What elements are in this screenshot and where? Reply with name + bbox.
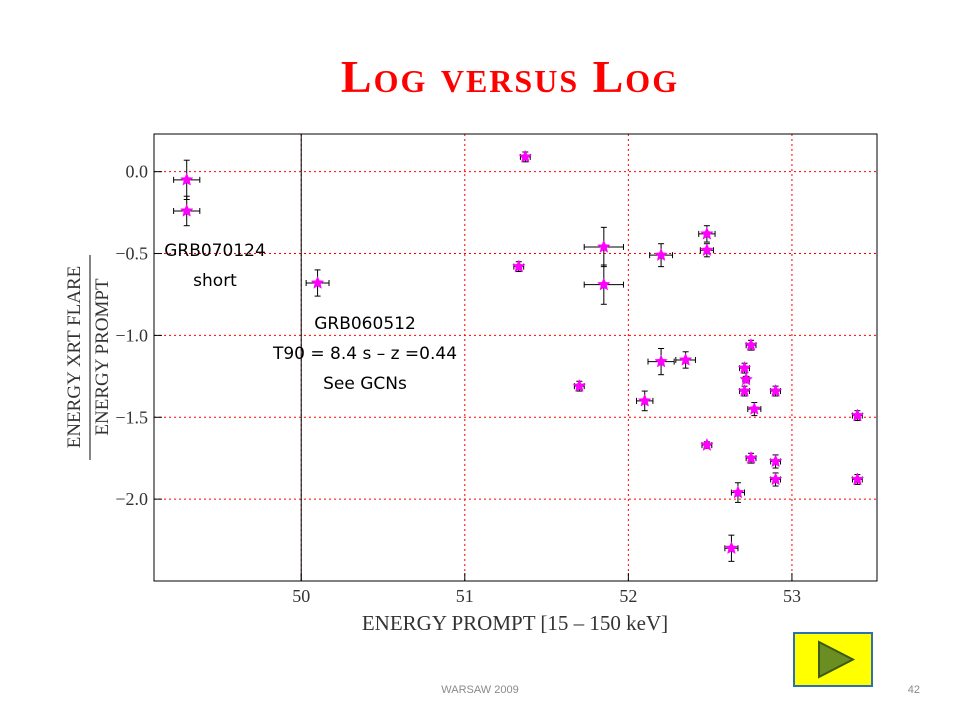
data-point xyxy=(724,534,739,562)
data-point xyxy=(173,159,201,200)
x-tick-label: 52 xyxy=(619,586,637,606)
data-point xyxy=(739,372,753,386)
annotation-grb070124-name: GRB070124 xyxy=(164,241,266,261)
data-point xyxy=(305,269,330,297)
data-point xyxy=(850,408,865,422)
y-tick-label: −2.0 xyxy=(115,489,148,509)
star-marker xyxy=(744,451,758,465)
data-point xyxy=(768,383,783,397)
play-forward-icon xyxy=(818,640,856,679)
data-point xyxy=(649,243,674,268)
star-marker xyxy=(700,226,714,240)
data-point xyxy=(518,149,533,163)
star-marker xyxy=(768,472,783,486)
grid-lines xyxy=(154,134,877,581)
data-point xyxy=(511,259,526,273)
play-button[interactable] xyxy=(793,632,873,687)
data-point xyxy=(744,338,758,352)
data-point xyxy=(768,454,783,469)
data-point xyxy=(675,351,696,369)
annotation-grb070124-note: short xyxy=(193,271,237,291)
page-number: 42 xyxy=(907,684,920,696)
data-point xyxy=(850,472,865,486)
star-marker xyxy=(654,354,668,368)
plot-frame xyxy=(153,133,878,582)
star-marker xyxy=(850,408,865,422)
star-marker xyxy=(179,172,194,186)
data-point xyxy=(583,226,624,268)
data-point xyxy=(700,437,714,451)
y-axis-label-numerator: ENERGY XRT FLARE xyxy=(64,266,85,449)
data-point xyxy=(768,472,783,487)
star-marker xyxy=(737,360,752,374)
y-axis-label: ENERGY XRT FLARE ENERGY PROMPT xyxy=(64,255,113,460)
data-point xyxy=(737,383,752,397)
star-marker xyxy=(596,239,611,253)
axis-ticks: 50 51 52 53 0.0 −0.5 −1.0 −1.5 −2.0 xyxy=(115,162,801,606)
data-point xyxy=(583,264,624,305)
data-point xyxy=(737,360,752,374)
star-marker xyxy=(768,454,783,468)
star-marker xyxy=(310,275,325,289)
y-tick-label: −1.0 xyxy=(115,325,148,345)
star-marker xyxy=(518,149,533,163)
star-marker xyxy=(731,485,745,499)
footer-text: WARSAW 2009 xyxy=(441,684,519,696)
star-marker xyxy=(572,379,587,392)
star-marker xyxy=(850,472,865,486)
data-point xyxy=(647,347,675,376)
star-marker xyxy=(700,437,714,451)
star-marker xyxy=(596,277,611,291)
y-tick-label: 0.0 xyxy=(126,162,149,182)
annotation-grb060512-t90: T90 = 8.4 s – z =0.44 xyxy=(272,344,458,364)
data-point xyxy=(173,195,201,227)
star-marker xyxy=(700,243,714,257)
star-marker xyxy=(637,393,652,407)
slide-title: Log versus Log xyxy=(340,51,680,102)
star-marker xyxy=(737,383,752,397)
data-point xyxy=(747,401,762,417)
star-marker xyxy=(179,203,194,217)
star-marker xyxy=(678,352,693,366)
star-marker xyxy=(511,259,526,273)
star-marker xyxy=(747,401,762,415)
star-marker xyxy=(739,372,753,386)
x-axis-label: ENERGY PROMPT [15 – 150 keV] xyxy=(362,611,668,635)
annotation-grb060512-name: GRB060512 xyxy=(314,314,416,334)
data-point xyxy=(699,243,714,258)
data-point xyxy=(636,390,654,412)
x-tick-label: 53 xyxy=(783,586,801,606)
data-point xyxy=(730,482,746,503)
x-tick-label: 50 xyxy=(292,586,310,606)
data-point xyxy=(698,225,716,243)
star-marker xyxy=(724,541,739,555)
star-marker xyxy=(768,383,783,397)
x-tick-label: 51 xyxy=(456,586,474,606)
y-tick-label: −0.5 xyxy=(115,244,148,264)
star-marker xyxy=(654,248,668,261)
data-points xyxy=(173,149,865,562)
data-point xyxy=(572,379,587,392)
y-tick-label: −1.5 xyxy=(115,407,148,427)
y-axis-label-denominator: ENERGY PROMPT xyxy=(92,278,113,436)
data-point xyxy=(744,451,758,465)
annotation-grb060512-see: See GCNs xyxy=(323,374,407,394)
star-marker xyxy=(744,338,758,352)
